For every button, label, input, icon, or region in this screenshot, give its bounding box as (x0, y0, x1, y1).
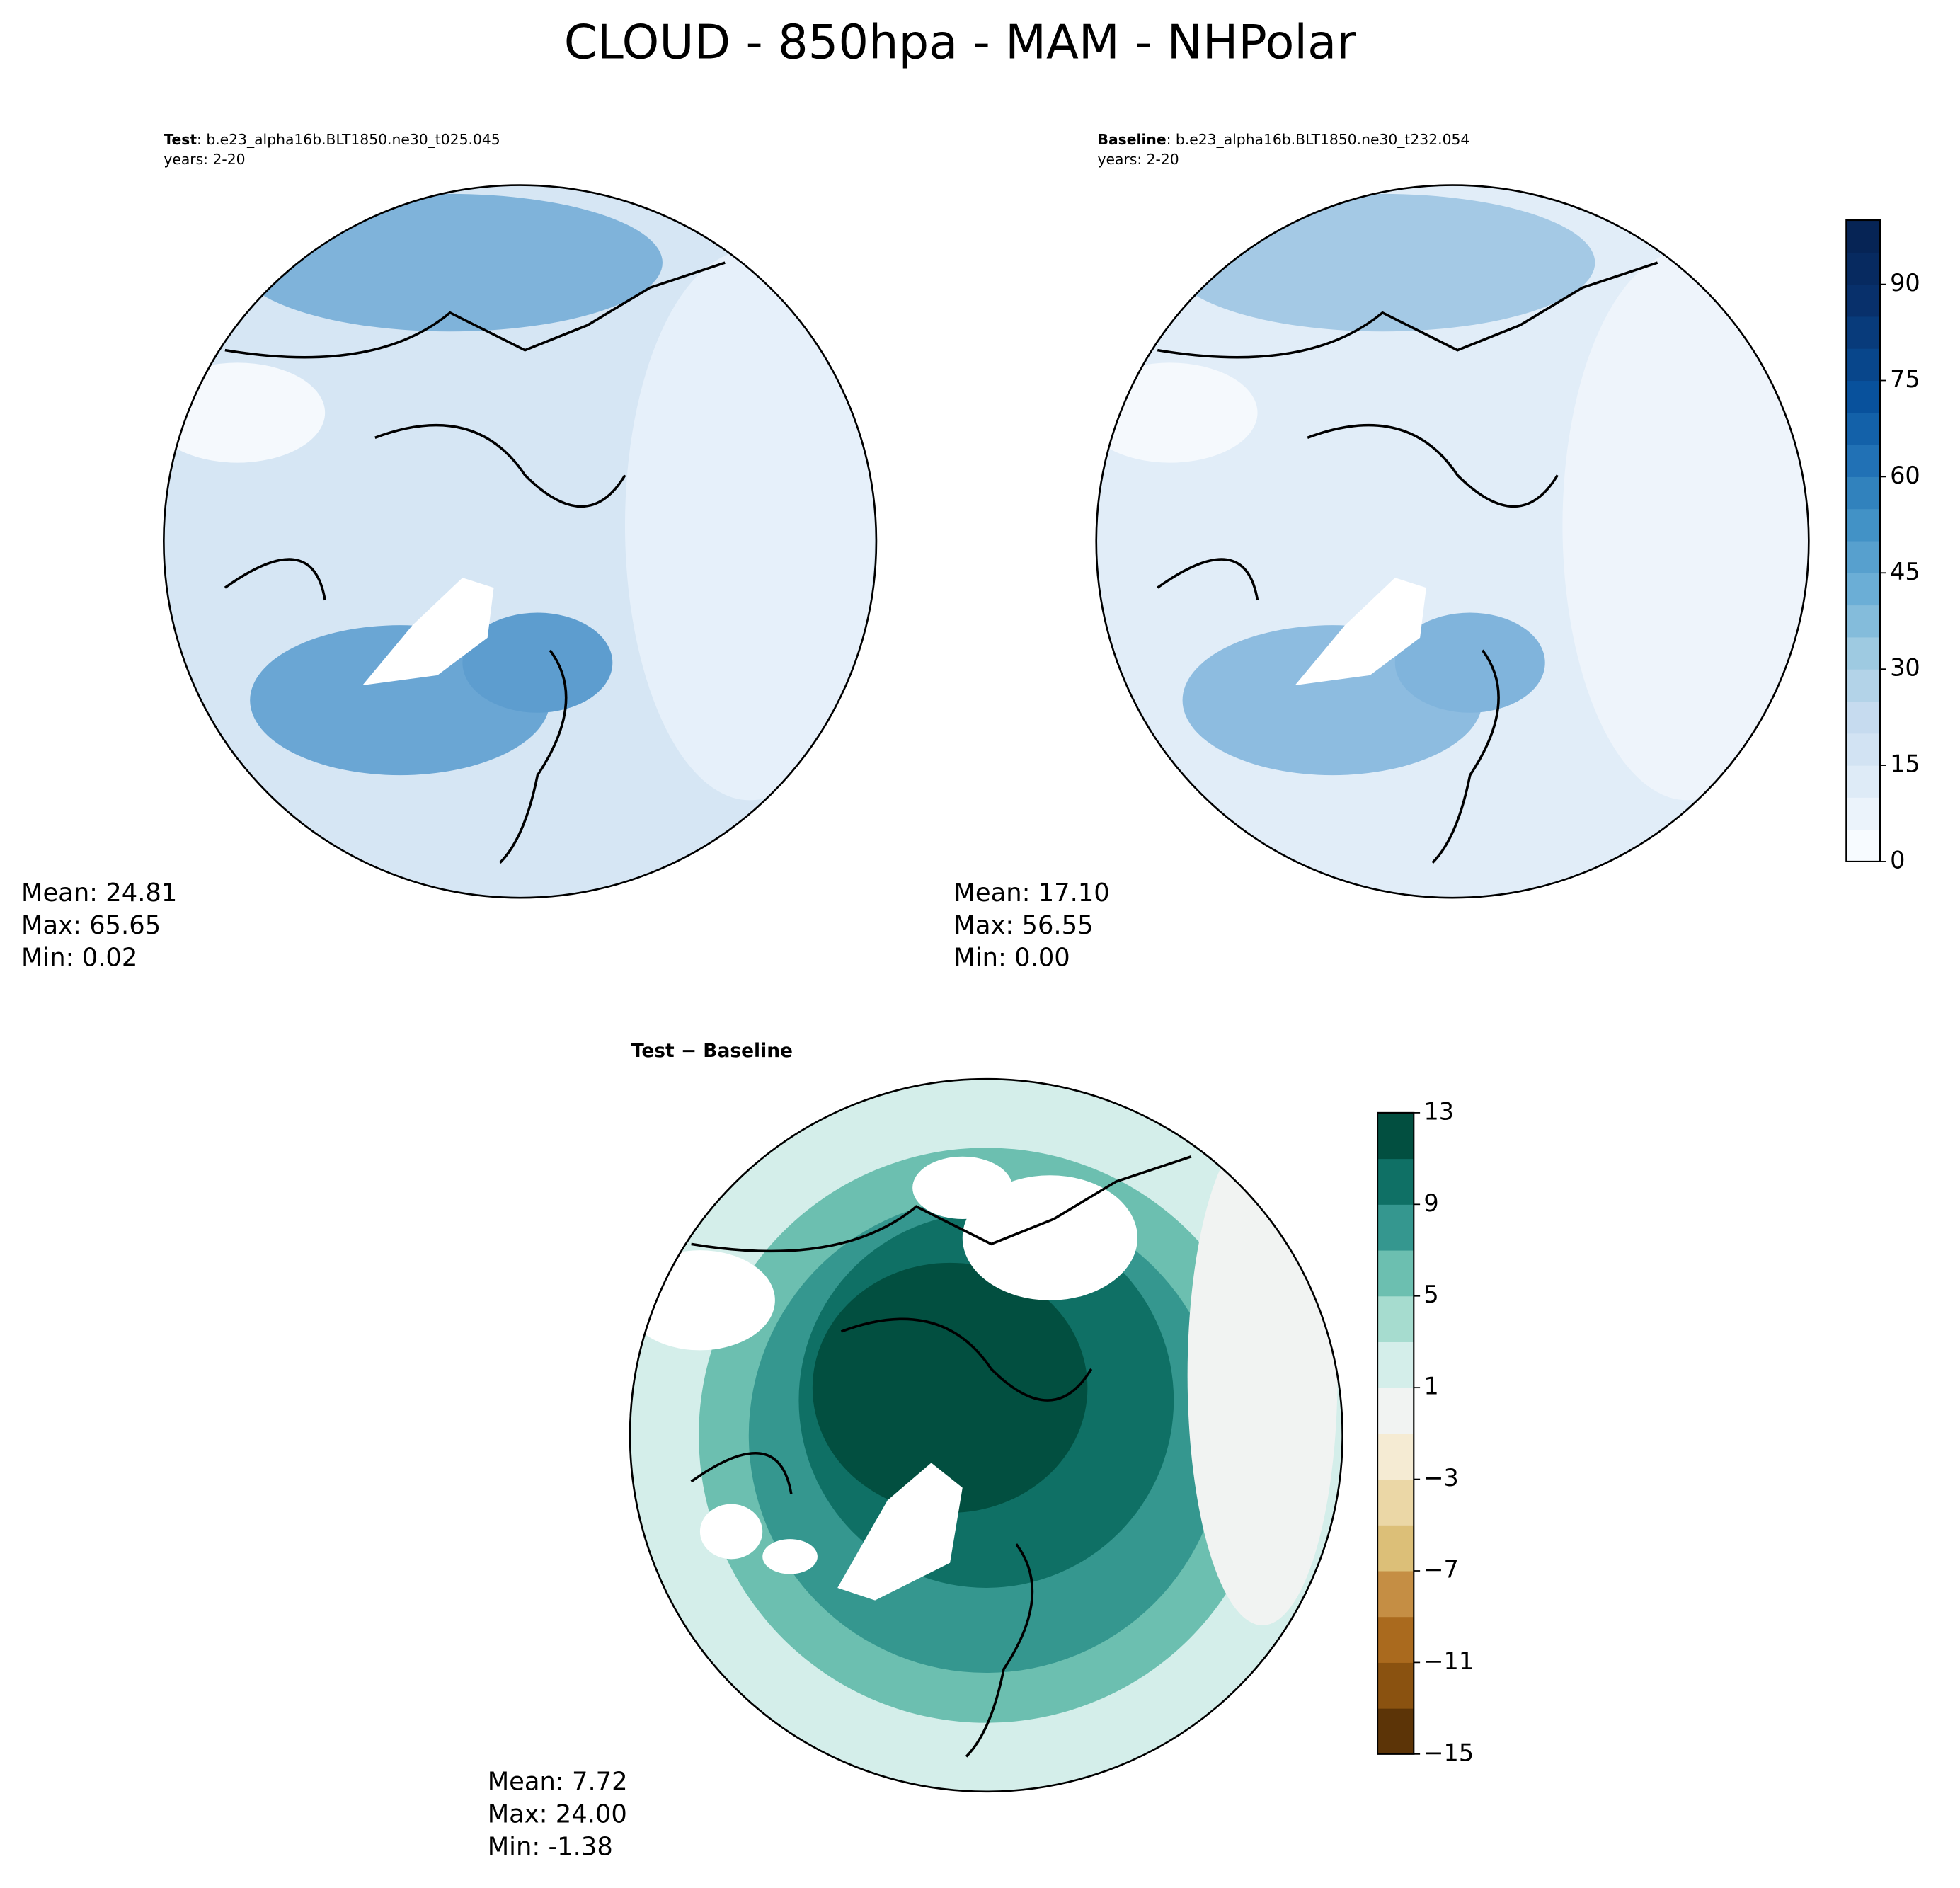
colorbar-band (1846, 220, 1880, 253)
colorbar-band (1846, 605, 1880, 638)
colorbar-band (1377, 1662, 1414, 1709)
colorbar-tick-label: 90 (1890, 269, 1920, 297)
panel-case: : b.e23_alpha16b.BLT1850.ne30_t025.045 (197, 131, 500, 149)
panel-years: years: 2-20 (1097, 151, 1179, 168)
colorbar-frame (1845, 219, 1881, 863)
colorbar-band (1377, 1479, 1414, 1526)
colorbar-tick-label: 9 (1423, 1189, 1438, 1217)
colorbar-band (1846, 573, 1880, 606)
map-frame (163, 184, 878, 899)
stat: Min: 0.00 (953, 944, 1070, 973)
colorbar-tick-label: 5 (1423, 1281, 1438, 1308)
stat: Min: -1.38 (488, 1832, 613, 1861)
colorbar-band (1846, 412, 1880, 445)
colorbar-tick-label: 0 (1890, 846, 1905, 874)
map-frame (629, 1077, 1343, 1793)
stat: Mean: 17.10 (953, 879, 1109, 908)
colorbar-band (1846, 284, 1880, 317)
colorbar-band (1377, 1570, 1414, 1618)
colorbar-band (1846, 636, 1880, 670)
map-frame (1095, 184, 1810, 899)
colorbar-tick-label: 60 (1890, 462, 1920, 489)
stats: Mean: 24.81 Max: 65.65 Min: 0.02 Mean: 1… (21, 879, 1110, 1861)
panel-label: Test (164, 131, 197, 148)
panel-headers: Test: b.e23_alpha16b.BLT1850.ne30_t025.0… (164, 131, 1469, 1062)
colorbar-band (1377, 1204, 1414, 1251)
colorbar-tick-label: 13 (1423, 1097, 1454, 1125)
stat: Mean: 7.72 (488, 1767, 628, 1796)
colorbar-tick-label: −11 (1423, 1647, 1474, 1675)
stat: Max: 24.00 (488, 1800, 627, 1829)
panel-case: : b.e23_alpha16b.BLT1850.ne30_t232.054 (1167, 131, 1470, 149)
colorbar-tick-label: −7 (1423, 1555, 1458, 1583)
colorbar-band (1377, 1388, 1414, 1434)
panel-label: Test − Baseline (631, 1040, 793, 1062)
panel-years: years: 2-20 (164, 151, 245, 168)
colorbar-band (1846, 445, 1880, 477)
colorbar-band (1846, 797, 1880, 830)
colorbar-tick-label: 30 (1890, 654, 1920, 682)
colorbar-band (1846, 701, 1880, 734)
figure-title: CLOUD - 850hpa - MAM - NHPolar (564, 14, 1356, 69)
colorbar-band (1377, 1341, 1414, 1388)
colorbar-band (1846, 540, 1880, 573)
map-test (164, 185, 876, 898)
map-baseline (1096, 185, 1809, 898)
colorbar-tick-label: 15 (1890, 750, 1920, 778)
panel-label: Baseline (1097, 131, 1166, 148)
colorbar-band (1846, 733, 1880, 766)
colorbar-band (1377, 1525, 1414, 1572)
colorbar-band (1377, 1616, 1414, 1663)
colorbar-band (1846, 829, 1880, 862)
colorbar-tick-label: 75 (1890, 365, 1920, 393)
colorbar-tick-label: 1 (1423, 1373, 1438, 1400)
colorbar-band (1377, 1433, 1414, 1480)
stat: Mean: 24.81 (21, 879, 177, 908)
colorbar-frame (1377, 1111, 1415, 1755)
panel-header: Test: b.e23_alpha16b.BLT1850.ne30_t025.0… (164, 131, 500, 149)
map-difference (630, 1079, 1343, 1792)
colorbar-band (1377, 1295, 1414, 1342)
colorbar-band (1846, 380, 1880, 413)
colorbar-band (1377, 1250, 1414, 1297)
colorbar-band (1846, 476, 1880, 510)
panel-header: Baseline: b.e23_alpha16b.BLT1850.ne30_t2… (1097, 131, 1469, 149)
colorbar-tick-label: −15 (1423, 1739, 1474, 1766)
colorbar-band (1846, 765, 1880, 798)
colorbar-band (1846, 316, 1880, 349)
colorbar-tick-label: 45 (1890, 558, 1920, 585)
colorbar-band (1377, 1158, 1414, 1205)
colorbar-band (1377, 1708, 1414, 1755)
stat: Max: 56.55 (953, 911, 1093, 940)
stat: Min: 0.02 (21, 944, 137, 973)
colorbar-band (1377, 1112, 1414, 1160)
colorbar-band (1846, 252, 1880, 285)
stat: Max: 65.65 (21, 911, 161, 940)
colorbar-band (1846, 348, 1880, 382)
colorbar-band (1846, 669, 1880, 702)
colorbar-band (1846, 508, 1880, 542)
colorbar-tick-label: −3 (1423, 1464, 1458, 1492)
